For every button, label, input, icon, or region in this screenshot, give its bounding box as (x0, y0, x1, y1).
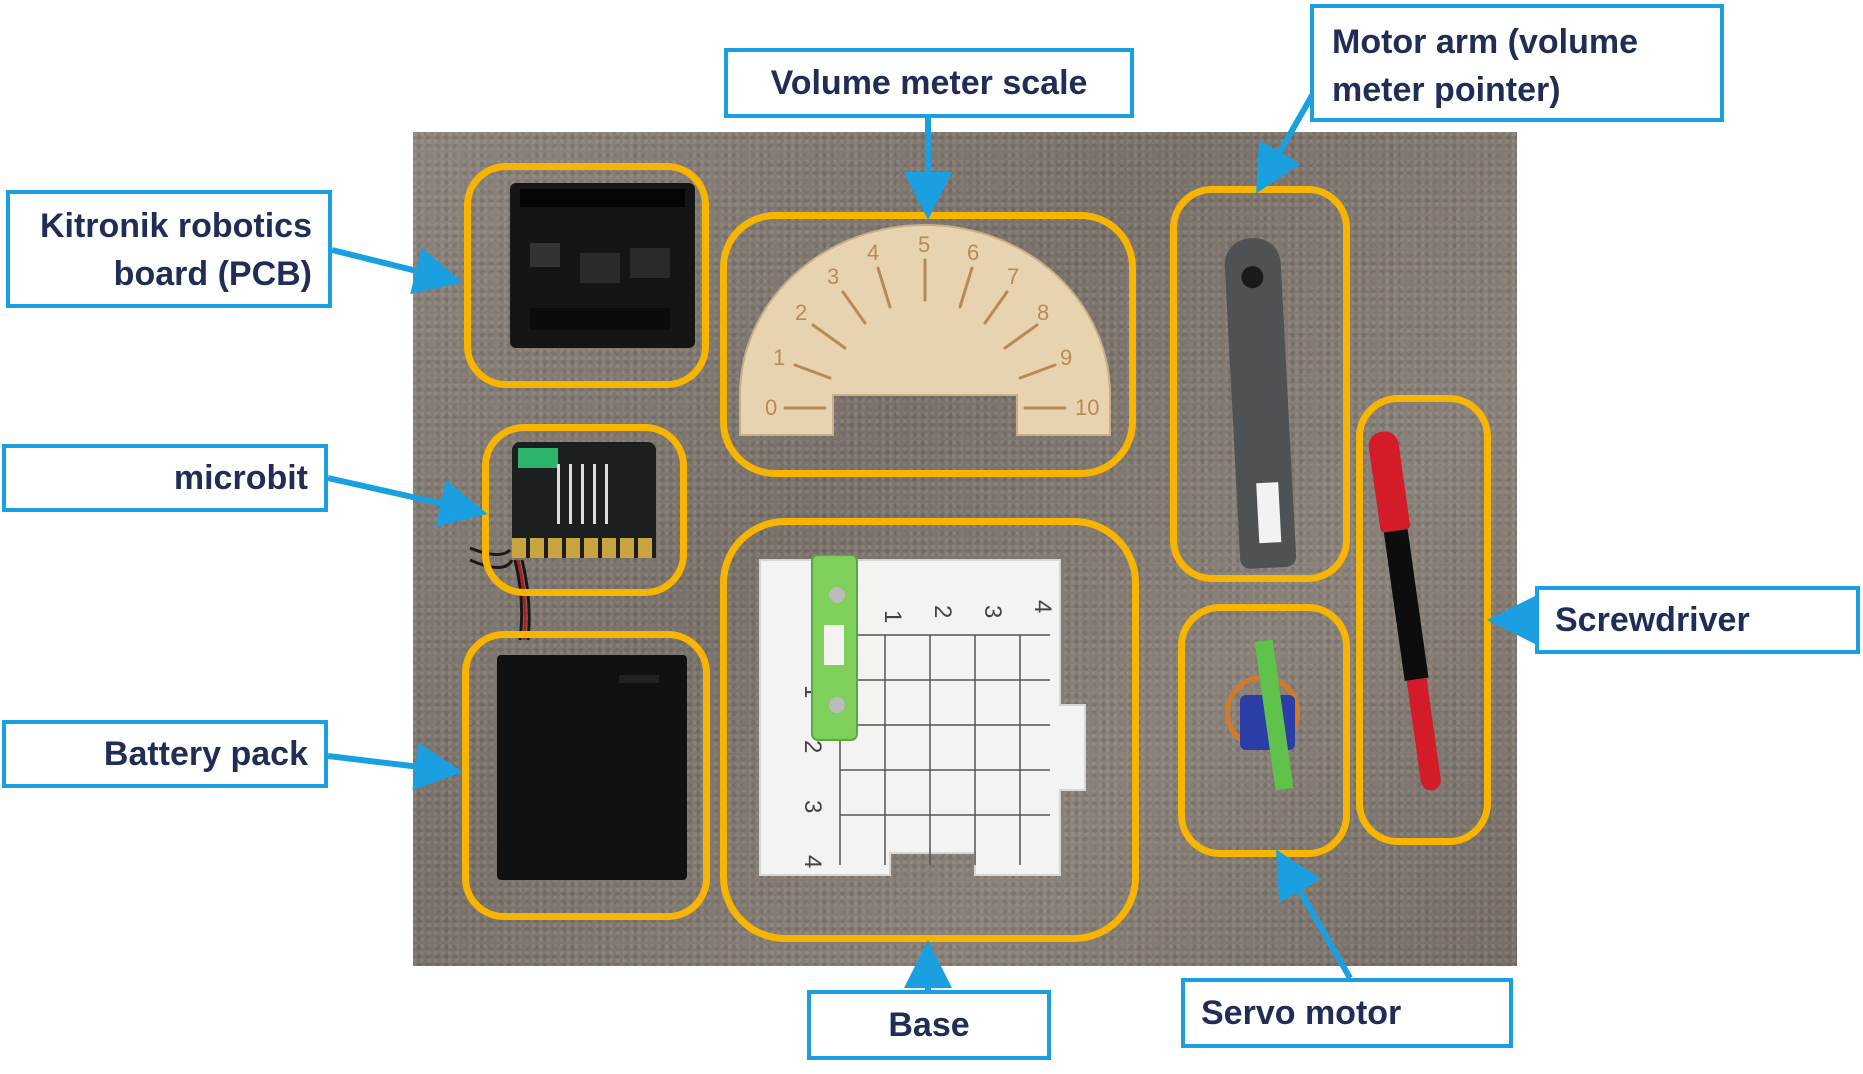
base-image: 1 2 3 4 1 2 3 4 (759, 555, 1086, 876)
label-volume-meter-scale: Volume meter scale (724, 48, 1134, 118)
label-battery-pack: Battery pack (2, 720, 328, 788)
label-microbit: microbit (2, 444, 328, 512)
label-base-text: Base (888, 1006, 970, 1044)
label-volume-meter-scale-text: Volume meter scale (770, 64, 1088, 102)
base-top-num-4: 4 (1029, 600, 1056, 613)
label-servo-motor-text: Servo motor (1201, 994, 1402, 1032)
base-top-num-2: 2 (929, 605, 956, 618)
label-kitronik-line2: board (PCB) (113, 255, 312, 293)
highlight-ring-base (720, 518, 1139, 942)
scale-num-8: 8 (1037, 300, 1049, 325)
scale-num-7: 7 (1007, 264, 1019, 289)
label-base: Base (807, 990, 1051, 1060)
scale-num-6: 6 (967, 240, 979, 265)
kitronik-board-image (510, 183, 695, 348)
label-motor-arm-line2: meter pointer) (1332, 71, 1561, 109)
label-kitronik-line1: Kitronik robotics (39, 207, 312, 245)
scale-num-3: 3 (827, 264, 839, 289)
servo-motor-image (1215, 639, 1315, 791)
highlight-ring-battery (462, 631, 710, 920)
microbit-image (512, 442, 656, 558)
scale-num-9: 9 (1060, 345, 1072, 370)
base-top-num-1: 1 (879, 610, 906, 623)
highlight-ring-kitronik (464, 163, 709, 388)
label-battery-pack-text: Battery pack (103, 735, 308, 773)
scale-num-5: 5 (918, 232, 930, 257)
battery-pack-image (497, 655, 687, 880)
highlight-ring-servo (1178, 604, 1350, 857)
base-side-num-2: 2 (799, 740, 826, 753)
scale-num-10: 10 (1075, 395, 1099, 420)
label-microbit-text: microbit (173, 459, 308, 497)
volume-meter-scale-image: 0 1 2 3 4 5 6 7 8 9 10 (739, 224, 1111, 436)
scale-num-1: 1 (773, 345, 785, 370)
label-screwdriver: Screwdriver (1535, 586, 1860, 654)
label-screwdriver-text: Screwdriver (1555, 601, 1750, 639)
label-motor-arm: Motor arm (volume meter pointer) (1310, 4, 1724, 122)
label-servo-motor: Servo motor (1181, 978, 1513, 1048)
scale-num-0: 0 (765, 395, 777, 420)
scale-num-2: 2 (795, 300, 807, 325)
scale-num-4: 4 (867, 240, 879, 265)
label-kitronik: Kitronik robotics board (PCB) (6, 190, 332, 308)
base-side-num-4: 4 (799, 855, 826, 868)
base-top-num-3: 3 (979, 605, 1006, 618)
label-motor-arm-line1: Motor arm (volume (1332, 23, 1639, 61)
base-side-num-3: 3 (799, 800, 826, 813)
